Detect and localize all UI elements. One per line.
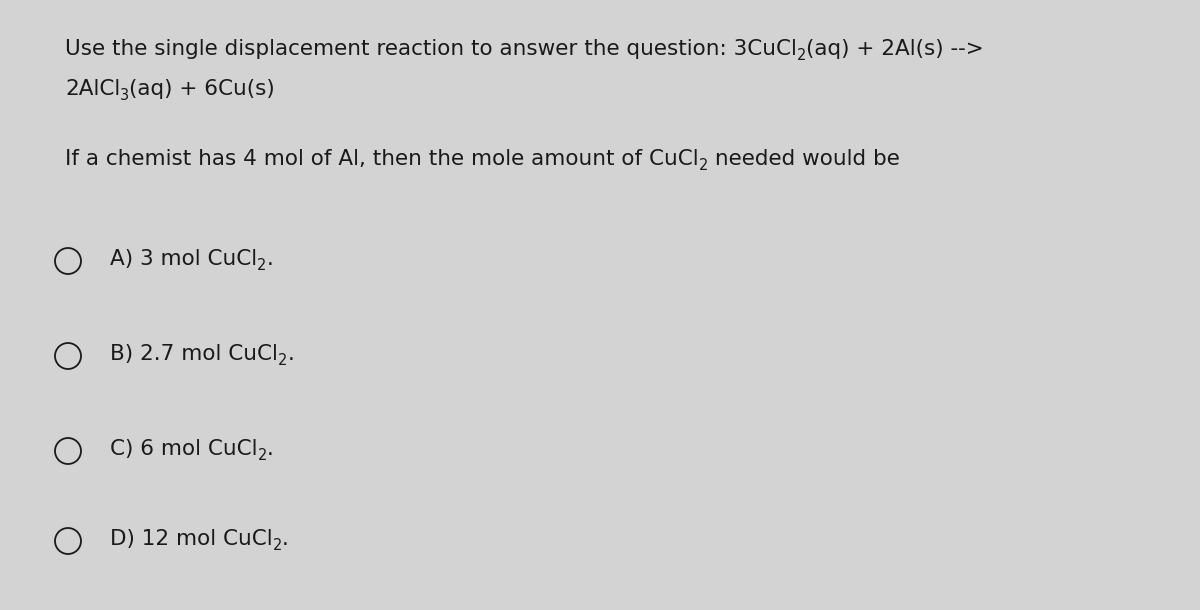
Text: 2AlCl: 2AlCl bbox=[65, 79, 120, 99]
Text: 2: 2 bbox=[257, 258, 266, 273]
Text: 2: 2 bbox=[278, 353, 287, 368]
Text: 2: 2 bbox=[272, 538, 282, 553]
Text: 2: 2 bbox=[258, 448, 266, 463]
Text: .: . bbox=[287, 344, 294, 364]
Text: .: . bbox=[266, 439, 274, 459]
Text: A) 3 mol CuCl: A) 3 mol CuCl bbox=[110, 249, 257, 269]
Text: (aq) + 6Cu(s): (aq) + 6Cu(s) bbox=[130, 79, 275, 99]
Text: 2: 2 bbox=[797, 48, 806, 63]
Text: D) 12 mol CuCl: D) 12 mol CuCl bbox=[110, 529, 272, 549]
Text: C) 6 mol CuCl: C) 6 mol CuCl bbox=[110, 439, 258, 459]
Text: (aq) + 2Al(s) -->: (aq) + 2Al(s) --> bbox=[806, 39, 984, 59]
Text: B) 2.7 mol CuCl: B) 2.7 mol CuCl bbox=[110, 344, 278, 364]
Text: .: . bbox=[266, 249, 274, 269]
Text: needed would be: needed would be bbox=[708, 149, 900, 169]
Text: .: . bbox=[282, 529, 289, 549]
Text: Use the single displacement reaction to answer the question: 3CuCl: Use the single displacement reaction to … bbox=[65, 39, 797, 59]
Text: 3: 3 bbox=[120, 88, 130, 103]
Text: 2: 2 bbox=[698, 158, 708, 173]
Text: If a chemist has 4 mol of Al, then the mole amount of CuCl: If a chemist has 4 mol of Al, then the m… bbox=[65, 149, 698, 169]
